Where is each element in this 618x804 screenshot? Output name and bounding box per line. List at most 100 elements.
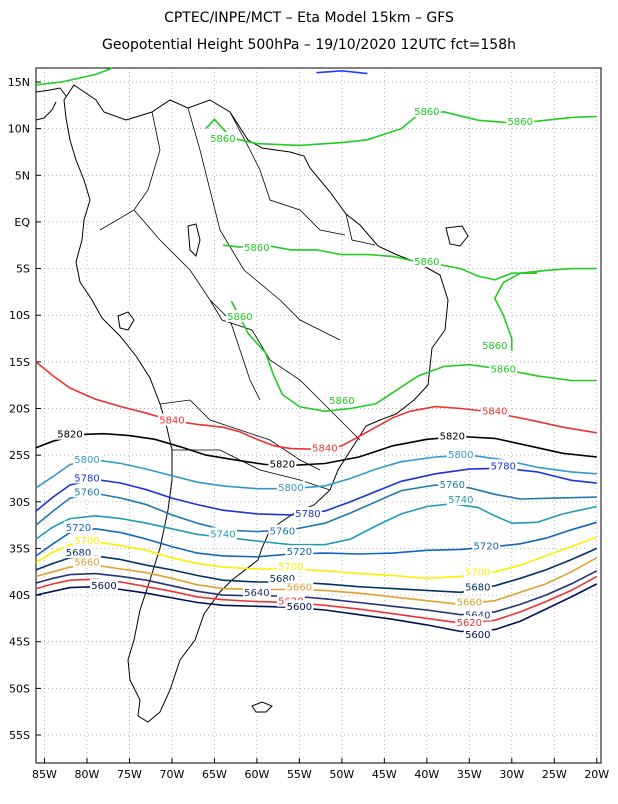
contour-label-bg bbox=[242, 586, 271, 599]
contour-label-bg bbox=[472, 539, 501, 552]
contour-label-5720: 5720 bbox=[474, 542, 499, 553]
contour-label-bg bbox=[72, 485, 101, 498]
contour-label-5760: 5760 bbox=[74, 487, 99, 498]
contour-label-bg bbox=[412, 255, 441, 268]
lon-tick-label: 25W bbox=[542, 768, 567, 781]
lake-titicaca bbox=[117, 311, 135, 331]
lat-tick-label: 50S bbox=[9, 682, 30, 695]
lon-tick-label: 85W bbox=[32, 768, 57, 781]
contour-label-bg bbox=[72, 555, 101, 568]
lat-tick-label: 55S bbox=[9, 729, 30, 742]
contour-label-bg bbox=[55, 427, 84, 440]
lat-tick-label: EQ bbox=[14, 216, 30, 229]
contour-label-5860: 5860 bbox=[227, 312, 252, 323]
lon-tick-label: 40W bbox=[414, 768, 439, 781]
contour-label-5800: 5800 bbox=[74, 455, 99, 466]
contour-label-5840: 5840 bbox=[482, 406, 507, 417]
contour-labels: 5860 5860 5860 5860 5860 5860 5860 5860 5860 5840… bbox=[55, 104, 535, 641]
contour-label-bg bbox=[327, 394, 356, 407]
contour-label-5860: 5860 bbox=[482, 341, 507, 352]
lat-tick-label: 30S bbox=[9, 496, 30, 509]
lat-tick-label: 5N bbox=[15, 169, 30, 182]
lat-tick-label: 10N bbox=[8, 123, 30, 136]
lake-reservoir bbox=[445, 225, 469, 247]
contour-label-5860: 5860 bbox=[329, 396, 354, 407]
south-america-coastline bbox=[63, 84, 449, 723]
contour-label-bg bbox=[276, 560, 305, 573]
contour-label-5860: 5860 bbox=[508, 117, 533, 128]
contour-label-bg bbox=[89, 578, 118, 591]
contour-label-bg bbox=[489, 459, 518, 472]
contour-5860 bbox=[493, 267, 597, 351]
contour-label-5660: 5660 bbox=[457, 598, 482, 609]
contour-label-5800: 5800 bbox=[278, 483, 303, 494]
contour-label-5600: 5600 bbox=[465, 630, 490, 641]
contour-label-bg bbox=[242, 241, 271, 254]
contour-5840 bbox=[35, 361, 597, 451]
contour-label-5620: 5620 bbox=[457, 618, 482, 629]
contour-label-bg bbox=[463, 565, 492, 578]
contour-5740 bbox=[35, 502, 597, 546]
contour-label-bg bbox=[157, 413, 186, 426]
contour-label-5700: 5700 bbox=[465, 568, 490, 579]
contour-label-bg bbox=[268, 524, 297, 537]
contour-label-5780: 5780 bbox=[491, 461, 516, 472]
contour-5860 bbox=[35, 67, 113, 86]
contour-label-bg bbox=[438, 478, 467, 490]
contour-label-bg bbox=[72, 452, 101, 465]
contour-label-5680: 5680 bbox=[465, 583, 490, 594]
lake-maracaibo bbox=[187, 223, 201, 257]
contour-label-5660: 5660 bbox=[287, 583, 312, 594]
contour-label-bg bbox=[285, 545, 314, 558]
contour-label-bg bbox=[412, 104, 441, 117]
contour-label-bg bbox=[446, 448, 475, 461]
lat-tick-label: 45S bbox=[9, 636, 30, 649]
contour-label-5680: 5680 bbox=[270, 574, 295, 585]
contour-label-bg bbox=[446, 492, 475, 505]
graticule bbox=[36, 68, 601, 763]
contour-label-5840: 5840 bbox=[159, 416, 184, 427]
lat-tick-label: 40S bbox=[9, 589, 30, 602]
contour-label-5860: 5860 bbox=[210, 134, 235, 145]
contour-label-5740: 5740 bbox=[210, 529, 235, 540]
plot-frame bbox=[35, 67, 602, 764]
contour-label-bg bbox=[480, 339, 509, 351]
axis-tick-labels: 85W 80W 75W 70W 65W 60W 55W 50W 45W 40W 35W 30W 25W 2… bbox=[8, 76, 610, 781]
contour-label-5860: 5860 bbox=[491, 364, 516, 375]
contour-label-bg bbox=[72, 533, 101, 546]
lon-tick-label: 60W bbox=[244, 768, 269, 781]
lat-tick-label: 15N bbox=[8, 76, 30, 89]
central-america-coastline bbox=[35, 87, 67, 121]
lon-tick-label: 20W bbox=[584, 768, 609, 781]
contour-label-bg bbox=[506, 115, 535, 128]
contour-label-5860: 5860 bbox=[414, 257, 439, 268]
lat-tick-label: 15S bbox=[9, 356, 30, 369]
contour-label-bg bbox=[276, 480, 305, 493]
contour-label-bg bbox=[438, 429, 467, 442]
contour-label-bg bbox=[310, 441, 339, 454]
contour-label-5680: 5680 bbox=[66, 548, 91, 559]
lon-tick-label: 65W bbox=[202, 768, 227, 781]
contour-label-5660: 5660 bbox=[74, 557, 99, 568]
coastline-and-borders bbox=[35, 84, 469, 723]
contour-label-5820: 5820 bbox=[440, 431, 465, 442]
contour-label-5800: 5800 bbox=[448, 450, 473, 461]
title-line-1: CPTEC/INPE/MCT – Eta Model 15km – GFS bbox=[164, 10, 454, 26]
lon-tick-label: 45W bbox=[372, 768, 397, 781]
lat-tick-label: 25S bbox=[9, 449, 30, 462]
contour-label-5840: 5840 bbox=[312, 444, 337, 455]
lat-tick-label: 35S bbox=[9, 542, 30, 555]
contour-label-bg bbox=[463, 628, 492, 641]
contour-label-5720: 5720 bbox=[66, 523, 91, 534]
falkland-islands bbox=[251, 701, 273, 713]
contour-label-5700: 5700 bbox=[278, 562, 303, 573]
contour-label-5780: 5780 bbox=[74, 473, 99, 484]
contour-label-5720: 5720 bbox=[287, 547, 312, 558]
contour-label-5860: 5860 bbox=[244, 243, 269, 254]
contour-label-5820: 5820 bbox=[270, 459, 295, 470]
title-line-2: Geopotential Height 500hPa – 19/10/2020 … bbox=[102, 37, 516, 53]
contour-label-bg bbox=[64, 520, 93, 533]
lat-tick-label: 5S bbox=[16, 263, 30, 276]
contour-label-bg bbox=[489, 362, 518, 375]
